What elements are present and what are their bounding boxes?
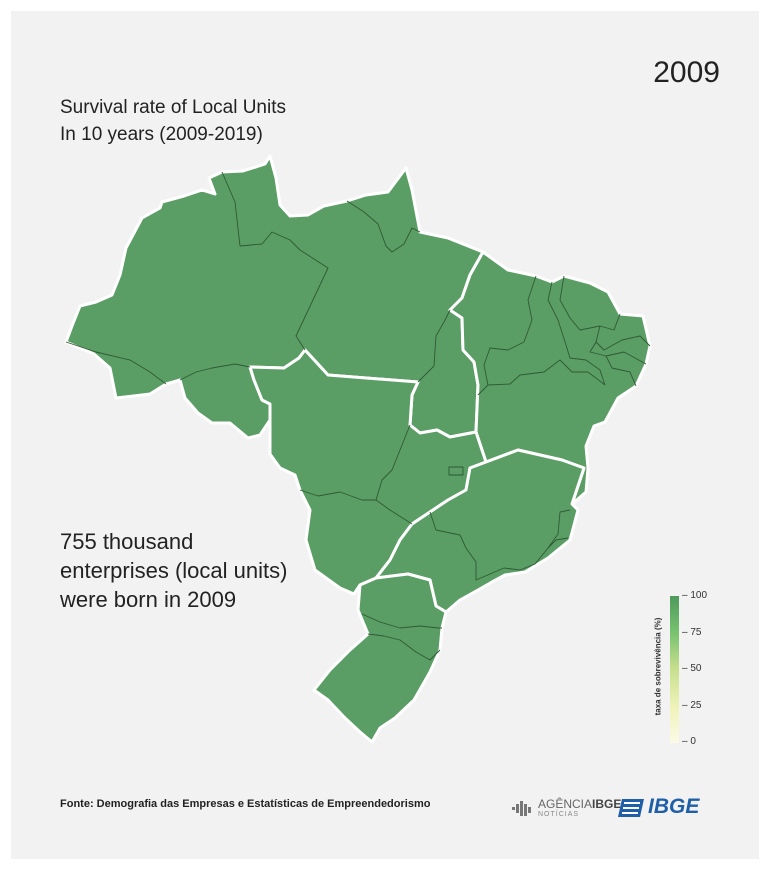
legend-tick-100: – 100 xyxy=(682,590,708,601)
legend-tick-50: – 50 xyxy=(682,663,702,674)
stat-line-1: 755 thousand xyxy=(60,529,194,554)
title-line-2: In 10 years (2009-2019) xyxy=(60,124,263,145)
color-legend: taxa de sobrevivência (%) – 100 – 75 – 5… xyxy=(648,590,728,750)
legend-tick-0: – 0 xyxy=(682,736,696,747)
births-statistic: 755 thousand enterprises (local units) w… xyxy=(60,527,287,614)
agencia-mark-icon xyxy=(512,801,531,816)
region-south xyxy=(312,572,448,744)
agencia-ibge-logo: AGÊNCIAIBGE NOTÍCIAS xyxy=(512,797,621,823)
legend-color-bar xyxy=(670,596,679,743)
agencia-subtitle: NOTÍCIAS xyxy=(538,811,580,818)
region-southeast xyxy=(374,448,586,614)
ibge-logo: IBGE xyxy=(618,795,718,823)
stat-line-3: were born in 2009 xyxy=(60,587,237,612)
source-note: Fonte: Demografia das Empresas e Estatís… xyxy=(60,798,431,810)
legend-tick-75: – 75 xyxy=(682,627,702,638)
legend-tick-25: – 25 xyxy=(682,700,702,711)
region-northeast xyxy=(448,250,652,506)
map-title: Survival rate of Local Units In 10 years… xyxy=(60,94,286,148)
stat-line-2: enterprises (local units) xyxy=(60,558,288,583)
title-line-1: Survival rate of Local Units xyxy=(60,97,286,118)
ibge-mark-icon xyxy=(618,799,644,817)
legend-title: taxa de sobrevivência (%) xyxy=(653,617,663,716)
state-borders xyxy=(65,171,651,661)
agencia-name: AGÊNCIA xyxy=(538,797,593,811)
ibge-wordmark: IBGE xyxy=(648,795,700,818)
year-label: 2009 xyxy=(653,56,720,89)
agencia-bold: IBGE xyxy=(592,797,622,811)
